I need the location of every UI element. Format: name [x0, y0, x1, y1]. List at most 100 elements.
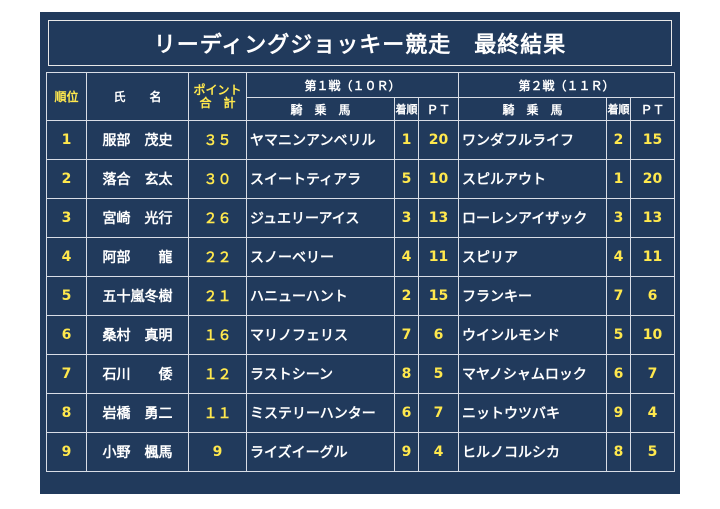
points-total-cell: ３０	[188, 159, 247, 199]
points-total-cell: ２１	[188, 276, 247, 316]
points-header-line2: 合 計	[199, 95, 236, 110]
points-total-cell: ３５	[188, 120, 247, 160]
race1-horse-cell: ラストシーン	[246, 354, 395, 394]
race1-pt-cell: 10	[417, 159, 460, 199]
race1-pt-cell: 11	[417, 237, 460, 277]
table-row: 5 五十嵐冬樹 ２１ ハニューハント 2 15 フランキー 7 6	[46, 276, 676, 316]
race2-horse-cell: ワンダフルライフ	[458, 120, 608, 160]
race1-finish-cell: 7	[394, 315, 419, 355]
race2-finish-cell: 1	[606, 159, 632, 199]
points-total-cell: １１	[188, 393, 247, 433]
race1-horse-cell: ヤマニンアンベリル	[246, 120, 395, 160]
race2-pt-cell: 20	[630, 159, 676, 199]
race1-pt-cell: 13	[417, 198, 460, 238]
race1-horse-cell: ハニューハント	[246, 276, 395, 316]
race1-finish-cell: 1	[394, 120, 419, 160]
table-row: 8 岩橋 勇二 １１ ミステリーハンター 6 7 ニットウツバキ 9 4	[46, 393, 676, 433]
results-table: 順位 氏 名 ポイント 合 計 第１戦（１０Ｒ） 第２戦（１１Ｒ） 騎 乗 馬 …	[46, 72, 676, 472]
header-row-1: 順位 氏 名 ポイント 合 計 第１戦（１０Ｒ） 第２戦（１１Ｒ）	[46, 72, 676, 121]
race1-pt-cell: 20	[417, 120, 460, 160]
jockey-name-cell: 阿部 龍	[86, 237, 189, 277]
table-row: 6 桑村 真明 １６ マリノフェリス 7 6 ウインルモンド 5 10	[46, 315, 676, 355]
jockey-name-cell: 小野 楓馬	[86, 432, 189, 472]
points-header-line1: ポイント	[193, 82, 242, 97]
race1-finish-cell: 6	[394, 393, 419, 433]
table-row: 9 小野 楓馬 9 ライズイーグル 9 4 ヒルノコルシカ 8 5	[46, 432, 676, 472]
points-total-cell: 9	[188, 432, 247, 472]
race1-finish-cell: 4	[394, 237, 419, 277]
race2-pt-cell: 15	[630, 120, 676, 160]
race1-horse-cell: ジュエリーアイス	[246, 198, 395, 238]
points-total-cell: ２２	[188, 237, 247, 277]
race2-finish-header: 着順	[606, 97, 632, 121]
results-board: リーディングジョッキー競走 最終結果 順位 氏 名 ポイント 合 計 第１戦（１…	[40, 12, 680, 494]
jockey-name-cell: 宮崎 光行	[86, 198, 189, 238]
race1-finish-cell: 5	[394, 159, 419, 199]
rank-cell: 6	[46, 315, 87, 355]
race2-horse-cell: ウインルモンド	[458, 315, 608, 355]
jockey-name-cell: 桑村 真明	[86, 315, 189, 355]
race1-horse-cell: スノーベリー	[246, 237, 395, 277]
rank-cell: 5	[46, 276, 87, 316]
race1-pt-cell: 5	[417, 354, 460, 394]
table-row: 3 宮崎 光行 ２６ ジュエリーアイス 3 13 ローレンアイザック 3 13	[46, 198, 676, 238]
race1-finish-header: 着順	[394, 97, 419, 121]
race1-header: 第１戦（１０Ｒ）	[245, 72, 460, 98]
jockey-name-cell: 石川 倭	[86, 354, 189, 394]
name-header: 氏 名	[86, 72, 189, 121]
race1-horse-header: 騎 乗 馬	[246, 97, 395, 121]
rank-cell: 4	[46, 237, 87, 277]
rank-cell: 9	[46, 432, 87, 472]
race1-finish-cell: 9	[394, 432, 419, 472]
race2-pt-cell: 5	[630, 432, 676, 472]
race2-finish-cell: 7	[606, 276, 632, 316]
race1-pt-cell: 4	[417, 432, 460, 472]
race2-horse-cell: ローレンアイザック	[458, 198, 608, 238]
race2-finish-cell: 2	[606, 120, 632, 160]
race2-pt-cell: 10	[630, 315, 676, 355]
race2-pt-header: ＰＴ	[630, 97, 676, 121]
rank-cell: 2	[46, 159, 87, 199]
race2-finish-cell: 4	[606, 237, 632, 277]
race2-horse-cell: スピルアウト	[458, 159, 608, 199]
race2-finish-cell: 9	[606, 393, 632, 433]
race1-pt-cell: 15	[417, 276, 460, 316]
jockey-name-cell: 五十嵐冬樹	[86, 276, 189, 316]
race2-horse-header: 騎 乗 馬	[458, 97, 608, 121]
race2-horse-cell: フランキー	[458, 276, 608, 316]
race2-horse-cell: マヤノシャムロック	[458, 354, 608, 394]
race2-pt-cell: 6	[630, 276, 676, 316]
rank-cell: 8	[46, 393, 87, 433]
table-row: 2 落合 玄太 ３０ スイートティアラ 5 10 スピルアウト 1 20	[46, 159, 676, 199]
rank-cell: 3	[46, 198, 87, 238]
race2-horse-cell: ニットウツバキ	[458, 393, 608, 433]
race2-pt-cell: 13	[630, 198, 676, 238]
race1-pt-cell: 7	[417, 393, 460, 433]
race2-header: 第２戦（１１Ｒ）	[458, 72, 676, 98]
race1-finish-cell: 3	[394, 198, 419, 238]
race1-finish-cell: 2	[394, 276, 419, 316]
race1-finish-cell: 8	[394, 354, 419, 394]
jockey-name-cell: 落合 玄太	[86, 159, 189, 199]
points-total-cell: １６	[188, 315, 247, 355]
race1-pt-cell: 6	[417, 315, 460, 355]
race2-finish-cell: 8	[606, 432, 632, 472]
race2-pt-cell: 4	[630, 393, 676, 433]
race2-finish-cell: 6	[606, 354, 632, 394]
points-total-cell: １２	[188, 354, 247, 394]
rank-cell: 1	[46, 120, 87, 160]
race1-horse-cell: ライズイーグル	[246, 432, 395, 472]
page-title: リーディングジョッキー競走 最終結果	[48, 20, 672, 66]
table-row: 4 阿部 龍 ２２ スノーベリー 4 11 スピリア 4 11	[46, 237, 676, 277]
points-header: ポイント 合 計	[188, 72, 247, 121]
race1-horse-cell: ミステリーハンター	[246, 393, 395, 433]
header-row-2: 騎 乗 馬 着順 ＰＴ 騎 乗 馬 着順 ＰＴ	[47, 97, 676, 121]
points-total-cell: ２６	[188, 198, 247, 238]
jockey-name-cell: 岩橋 勇二	[86, 393, 189, 433]
result-rows: 1 服部 茂史 ３５ ヤマニンアンベリル 1 20 ワンダフルライフ 2 15 2 落合 玄太 ３０ ス…	[46, 120, 676, 472]
jockey-name-cell: 服部 茂史	[86, 120, 189, 160]
rank-cell: 7	[46, 354, 87, 394]
table-row: 7 石川 倭 １２ ラストシーン 8 5 マヤノシャムロック 6 7	[46, 354, 676, 394]
race1-pt-header: ＰＴ	[417, 97, 460, 121]
race2-pt-cell: 11	[630, 237, 676, 277]
